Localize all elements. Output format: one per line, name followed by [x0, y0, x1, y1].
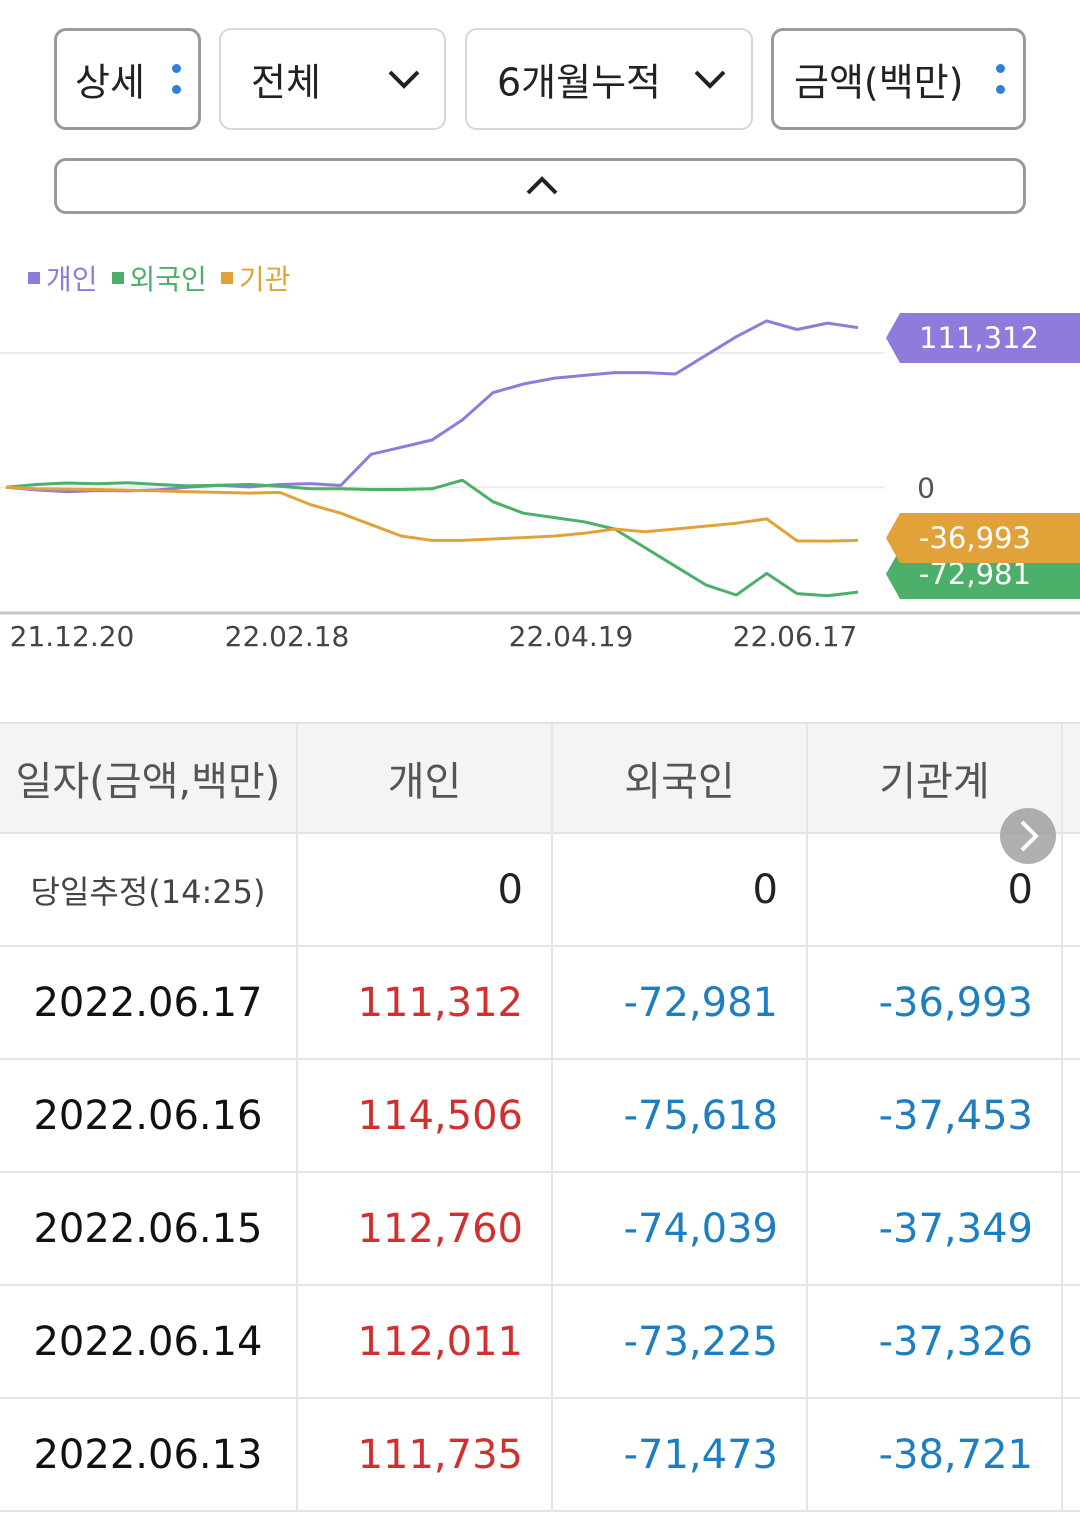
row-foreign: -71,473 [553, 1399, 808, 1510]
legend-swatch-foreign [111, 272, 124, 284]
row-individual: 114,506 [298, 1060, 553, 1171]
table-row[interactable]: 2022.06.14 112,011 -73,225 -37,326 [0, 1286, 1080, 1399]
table-row[interactable]: 2022.06.15 112,760 -74,039 -37,349 [0, 1173, 1080, 1286]
row-overflow [1063, 947, 1080, 1058]
end-tag-bg-institution [886, 513, 1080, 563]
header-individual[interactable]: 개인 [298, 724, 553, 832]
table-header: 일자(금액,백만) 개인 외국인 기관계 [0, 722, 1080, 834]
chevron-right-icon [1020, 820, 1039, 852]
legend-label-institution: 기관 [238, 263, 291, 296]
row-foreign: -74,039 [553, 1173, 808, 1284]
legend-label-foreign: 외국인 [129, 263, 207, 296]
legend-individual: 개인 [28, 258, 98, 298]
row-overflow [1063, 1060, 1080, 1171]
scroll-right-button[interactable] [1000, 808, 1056, 864]
end-tag-value-individual: 111,312 [919, 321, 1039, 355]
end-tag-value-institution: -36,993 [919, 521, 1031, 555]
header-overflow [1063, 724, 1080, 832]
estimate-foreign: 0 [553, 834, 808, 945]
estimate-institution: 0 [808, 834, 1063, 945]
scope-dropdown[interactable]: 전체 [219, 28, 446, 130]
detail-select-label: 상세 [75, 60, 145, 105]
series-line-individual [5, 319, 859, 494]
collapse-button[interactable] [54, 158, 1026, 214]
x-tick-label: 22.06.17 [733, 620, 858, 653]
chevron-down-icon [694, 70, 726, 89]
row-institution: -37,453 [808, 1060, 1063, 1171]
row-institution: -37,349 [808, 1173, 1063, 1284]
chevron-down-icon [388, 70, 420, 89]
header-date[interactable]: 일자(금액,백만) [0, 724, 298, 832]
row-individual: 111,312 [298, 947, 553, 1058]
legend-swatch-individual [28, 272, 40, 284]
more-vertical-icon [996, 62, 1006, 96]
scope-dropdown-label: 전체 [251, 60, 321, 105]
period-dropdown[interactable]: 6개월누적 [465, 28, 753, 130]
row-overflow [1063, 834, 1080, 945]
row-institution: -38,721 [808, 1399, 1063, 1510]
x-tick-label: 22.04.19 [509, 620, 634, 653]
row-overflow [1063, 1173, 1080, 1284]
row-institution: -36,993 [808, 947, 1063, 1058]
table-row[interactable]: 2022.06.17 111,312 -72,981 -36,993 [0, 947, 1080, 1060]
row-foreign: -73,225 [553, 1286, 808, 1397]
series-line-foreign [5, 478, 859, 598]
legend-institution: 기관 [220, 258, 291, 298]
row-individual: 111,735 [298, 1399, 553, 1510]
row-date: 2022.06.17 [0, 947, 298, 1058]
legend-label-individual: 개인 [46, 263, 98, 296]
legend-swatch-institution [220, 272, 233, 284]
period-dropdown-label: 6개월누적 [497, 60, 662, 105]
unit-select-label: 금액(백만) [794, 60, 964, 105]
table-row-estimate: 당일추정(14:25) 0 0 0 [0, 834, 1080, 947]
row-institution: -37,326 [808, 1286, 1063, 1397]
row-date: 2022.06.15 [0, 1173, 298, 1284]
header-foreign[interactable]: 외국인 [553, 724, 808, 832]
unit-select[interactable]: 금액(백만) [771, 28, 1026, 130]
table-row[interactable]: 2022.06.13 111,735 -71,473 -38,721 [0, 1399, 1080, 1512]
zero-label: 0 [917, 471, 935, 504]
table-row[interactable]: 2022.06.16 114,506 -75,618 -37,453 [0, 1060, 1080, 1173]
more-vertical-icon [172, 62, 182, 96]
estimate-label: 당일추정(14:25) [0, 834, 298, 945]
end-tag-individual: 111,312 [886, 313, 1080, 363]
chart-legend: 개인 외국인 기관 [28, 258, 290, 298]
x-tick-label: 21.12.20 [10, 620, 135, 653]
row-foreign: -75,618 [553, 1060, 808, 1171]
x-tick-label: 22.02.18 [225, 620, 350, 653]
row-foreign: -72,981 [553, 947, 808, 1058]
row-date: 2022.06.16 [0, 1060, 298, 1171]
row-date: 2022.06.14 [0, 1286, 298, 1397]
legend-foreign: 외국인 [111, 258, 207, 298]
series-line-institution [5, 485, 859, 543]
end-tag-bg-individual [886, 313, 1080, 363]
estimate-individual: 0 [298, 834, 553, 945]
detail-select[interactable]: 상세 [54, 28, 201, 130]
row-date: 2022.06.13 [0, 1399, 298, 1510]
row-overflow [1063, 1286, 1080, 1397]
row-individual: 112,760 [298, 1173, 553, 1284]
end-tag-institution: -36,993 [886, 513, 1080, 563]
chevron-up-icon [526, 176, 558, 195]
row-individual: 112,011 [298, 1286, 553, 1397]
investor-table: 일자(금액,백만) 개인 외국인 기관계 당일추정(14:25) 0 0 0 2… [0, 722, 1080, 1512]
row-overflow [1063, 1399, 1080, 1510]
header-institution[interactable]: 기관계 [808, 724, 1063, 832]
